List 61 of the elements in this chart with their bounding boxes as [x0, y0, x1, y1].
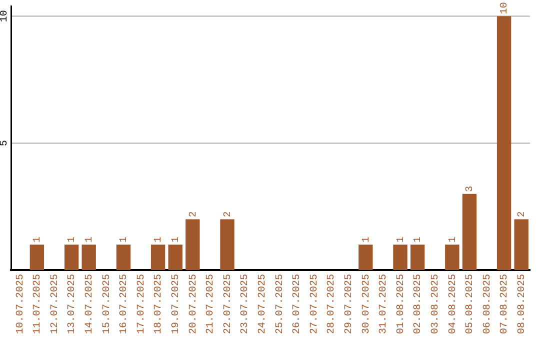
x-tick-label: 24.07.2025	[257, 274, 268, 334]
data-label: 1	[396, 236, 407, 243]
y-tick-label: 5	[0, 140, 11, 146]
x-tick-label: 10.07.2025	[15, 274, 26, 334]
x-tick-label: 17.07.2025	[136, 274, 148, 334]
data-label: 1	[413, 236, 424, 243]
data-label: 3	[465, 186, 476, 192]
x-tick-label: 06.08.2025	[482, 274, 494, 334]
x-tick-label: 28.07.2025	[326, 274, 338, 334]
bar	[168, 244, 182, 270]
x-tick-label: 14.07.2025	[84, 274, 96, 334]
bar	[116, 244, 131, 270]
x-tick-label: 18.07.2025	[154, 274, 165, 334]
x-tick-label: 08.08.2025	[516, 274, 528, 334]
data-label: 1	[67, 236, 78, 243]
x-tick-label: 21.07.2025	[206, 274, 217, 334]
x-tick-label: 15.07.2025	[102, 274, 113, 334]
bar	[410, 244, 425, 270]
data-label: 1	[154, 236, 165, 243]
x-tick-label: 31.07.2025	[378, 274, 390, 334]
bar	[445, 244, 460, 270]
data-label: 1	[170, 236, 182, 243]
x-tick-label: 16.07.2025	[119, 274, 130, 334]
x-tick-label: 27.07.2025	[309, 274, 320, 334]
data-label: 2	[222, 211, 234, 218]
x-tick-label: 04.08.2025	[448, 274, 459, 334]
bar	[462, 194, 477, 270]
bar	[220, 219, 234, 270]
bar	[358, 244, 373, 270]
x-tick-label: 12.07.2025	[50, 274, 61, 334]
bar	[30, 244, 44, 270]
x-tick-label: 22.07.2025	[222, 274, 234, 334]
bar	[150, 244, 166, 270]
bar	[64, 244, 79, 270]
x-tick-label: 26.07.2025	[292, 274, 304, 334]
bar	[496, 16, 512, 270]
x-tick-label: 25.07.2025	[274, 274, 286, 334]
x-tick-label: 11.07.2025	[32, 274, 44, 334]
x-tick-label: 29.07.2025	[344, 274, 355, 334]
bar	[82, 244, 96, 270]
bar	[393, 244, 408, 270]
data-label: 1	[119, 236, 130, 243]
x-tick-label: 05.08.2025	[465, 274, 476, 334]
x-tick-label: 19.07.2025	[170, 274, 182, 334]
x-tick-label: 23.07.2025	[240, 274, 252, 334]
x-tick-label: 01.08.2025	[396, 274, 407, 334]
data-label: 1	[32, 236, 44, 243]
x-tick-label: 07.08.2025	[500, 274, 511, 334]
bar	[186, 219, 200, 270]
x-tick-label: 03.08.2025	[430, 274, 442, 334]
x-tick-label: 30.07.2025	[361, 274, 372, 334]
data-label: 2	[516, 211, 528, 218]
bar	[514, 219, 528, 270]
data-label: 10	[500, 2, 511, 14]
data-label: 2	[188, 211, 200, 218]
data-label: 1	[84, 236, 96, 243]
data-label: 1	[448, 236, 459, 243]
data-label: 1	[361, 236, 372, 243]
x-tick-label: 02.08.2025	[413, 274, 424, 334]
x-tick-label: 13.07.2025	[67, 274, 78, 334]
x-tick-label: 20.07.2025	[188, 274, 200, 334]
